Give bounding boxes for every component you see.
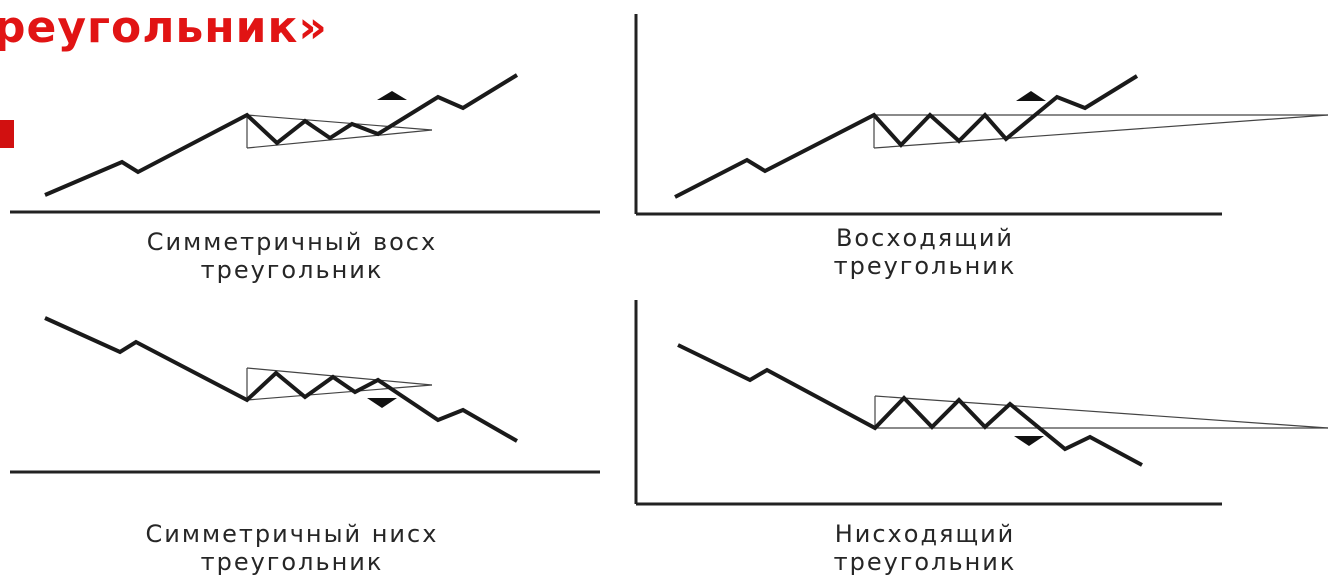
panel-sym-up-triangle-lower: [246, 129, 433, 149]
caption-sym-down-line1: Симметричный нисх: [145, 520, 439, 548]
title-bullet-square: [0, 120, 14, 148]
panel-descending-price-line: [677, 343, 1143, 467]
panel-sym-down-breakout-arrow-icon: [367, 398, 397, 408]
panel-sym-down-price-line: [44, 316, 518, 443]
caption-ascending: Восходящий треугольник: [715, 224, 1135, 280]
panel-descending-breakout-arrow-icon: [1014, 436, 1044, 446]
slide-title: реугольник»: [0, 2, 328, 53]
panel-sym-down: [10, 316, 600, 474]
panel-ascending: [634, 14, 1329, 216]
caption-sym-up-line2: треугольник: [200, 256, 384, 284]
caption-sym-down: Симметричный нисх треугольник: [82, 520, 502, 576]
panel-sym-up: [10, 73, 600, 214]
panel-sym-up-breakout-arrow-icon: [377, 91, 407, 100]
caption-descending-line2: треугольник: [833, 548, 1017, 576]
panel-sym-down-triangle-lower: [246, 384, 433, 401]
caption-ascending-line2: треугольник: [833, 252, 1017, 280]
panel-descending: [634, 300, 1329, 506]
caption-descending-line1: Нисходящий: [834, 520, 1016, 548]
panel-sym-down-triangle-upper: [246, 367, 433, 386]
caption-ascending-line1: Восходящий: [835, 224, 1015, 252]
caption-sym-up-line1: Симметричный восх: [146, 228, 438, 256]
panel-ascending-price-line: [674, 74, 1139, 199]
panel-ascending-breakout-arrow-icon: [1016, 91, 1046, 101]
caption-descending: Нисходящий треугольник: [715, 520, 1135, 576]
panel-ascending-support-line: [873, 114, 1329, 149]
panel-descending-resistance-line: [874, 395, 1329, 429]
panel-sym-up-price-line: [44, 73, 519, 197]
caption-sym-up: Симметричный восх треугольник: [82, 228, 502, 284]
caption-sym-down-line2: треугольник: [200, 548, 384, 576]
panel-sym-up-triangle-upper: [246, 114, 433, 131]
